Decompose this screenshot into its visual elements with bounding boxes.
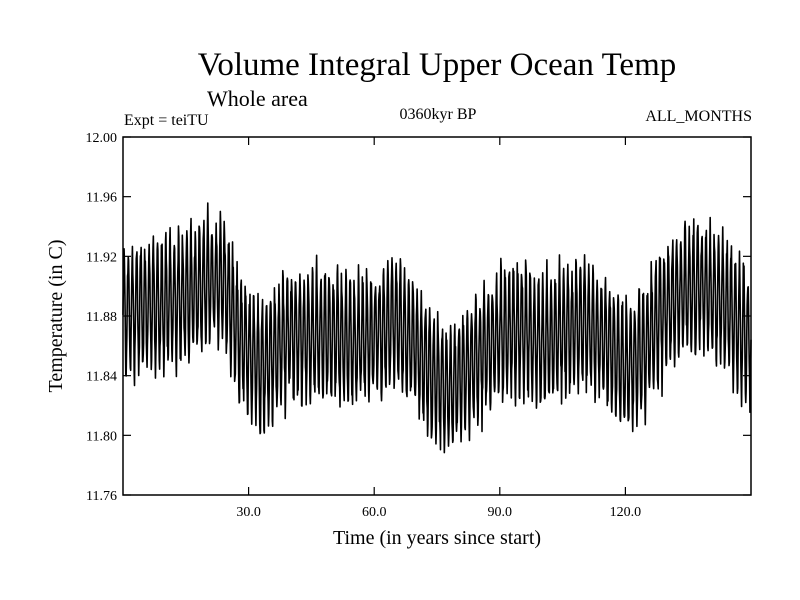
x-axis-label: Time (in years since start): [333, 527, 541, 549]
series-layer: [122, 202, 752, 454]
experiment-annotation: Expt = teiTU: [124, 112, 209, 129]
chart-subtitle: Whole area: [207, 86, 308, 111]
series-line: [122, 202, 752, 454]
period-annotation: 0360kyr BP: [400, 106, 477, 123]
x-tick-label: 120.0: [610, 505, 642, 520]
y-tick-label: 11.92: [86, 250, 117, 265]
y-tick-label: 11.84: [86, 370, 117, 385]
y-tick-label: 11.96: [86, 191, 117, 206]
y-tick-label: 11.88: [86, 310, 117, 325]
x-tick-label: 60.0: [362, 505, 387, 520]
y-tick-label: 11.76: [86, 489, 117, 504]
x-tick-label: 30.0: [236, 505, 261, 520]
plot-frame: [122, 136, 752, 496]
months-annotation: ALL_MONTHS: [645, 108, 752, 125]
x-axis-ticks: 30.0 60.0 90.0 120.0: [236, 137, 641, 520]
y-axis-label: Temperature (in C): [45, 240, 67, 393]
y-tick-label: 12.00: [86, 131, 118, 146]
chart-title: Volume Integral Upper Ocean Temp: [198, 47, 676, 83]
y-axis-ticks: 11.76 11.80 11.84 11.88 11.92 11.96 12.00: [86, 131, 751, 504]
x-tick-label: 90.0: [488, 505, 513, 520]
y-tick-label: 11.80: [86, 429, 117, 444]
